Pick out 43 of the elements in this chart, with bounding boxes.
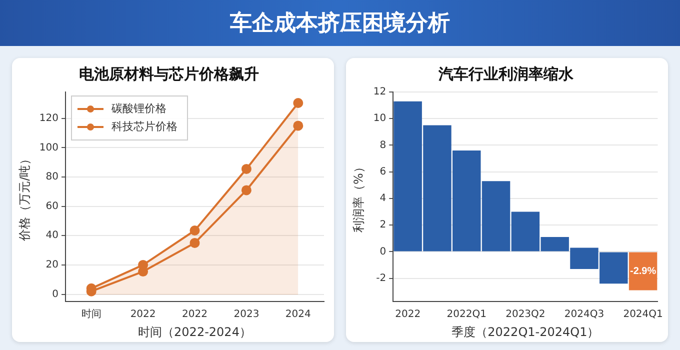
y-tick-label: -2	[376, 272, 386, 284]
point	[241, 164, 252, 174]
point	[241, 185, 252, 196]
y-tick-label: 4	[380, 193, 386, 204]
data-label: -2.9%	[630, 266, 656, 277]
x-tick-label: 2024	[285, 309, 311, 320]
x-tick-label: 2022	[182, 309, 208, 320]
text: 车企成本挤压困境分析	[230, 10, 450, 38]
y-tick-label: 0	[52, 288, 58, 300]
y-axis-title: 价格（万元/吨）	[17, 152, 32, 242]
x-axis-title: 季度（2022Q1-2024Q1）	[452, 324, 600, 339]
chart-title: 电池原材料与芯片价格飙升	[79, 64, 259, 83]
y-tick-label: 6	[380, 166, 386, 178]
x-axis-title: 时间（2022-2024）	[138, 324, 252, 339]
point	[293, 120, 304, 131]
y-tick-label: 2	[380, 220, 386, 231]
x-tick-label: 2024Q1	[623, 309, 663, 320]
y-axis-title: 利润率（%）	[351, 161, 366, 233]
y-tick-label: 120	[39, 112, 58, 124]
point	[190, 238, 200, 248]
y-tick-label: 10	[373, 113, 386, 124]
point	[190, 226, 200, 236]
y-tick-label: 80	[46, 172, 58, 183]
point	[293, 98, 304, 108]
y-tick-label: 60	[46, 200, 58, 212]
legend-label: 科技芯片价格	[111, 120, 178, 133]
chart-title: 汽车行业利润率缩水	[438, 64, 574, 83]
y-tick-label: 0	[380, 246, 386, 258]
y-tick-label: 40	[46, 230, 58, 242]
y-tick-label: 8	[380, 140, 386, 151]
x-tick-label: 时间	[81, 308, 102, 320]
x-tick-label: 2024Q3	[564, 309, 604, 320]
x-tick-label: 2022Q1	[446, 309, 486, 320]
x-tick-label: 2022	[395, 309, 421, 320]
y-tick-label: 100	[39, 142, 58, 154]
x-tick-label: 2022	[130, 309, 156, 320]
y-tick-label: 12	[373, 86, 386, 98]
bar	[628, 252, 658, 290]
y-tick-label: 20	[46, 260, 58, 271]
point	[138, 260, 148, 270]
legend-label: 碳酸锂价格	[110, 102, 166, 115]
x-tick-label: 2023	[234, 309, 260, 320]
x-tick-label: 2023Q2	[506, 309, 546, 320]
